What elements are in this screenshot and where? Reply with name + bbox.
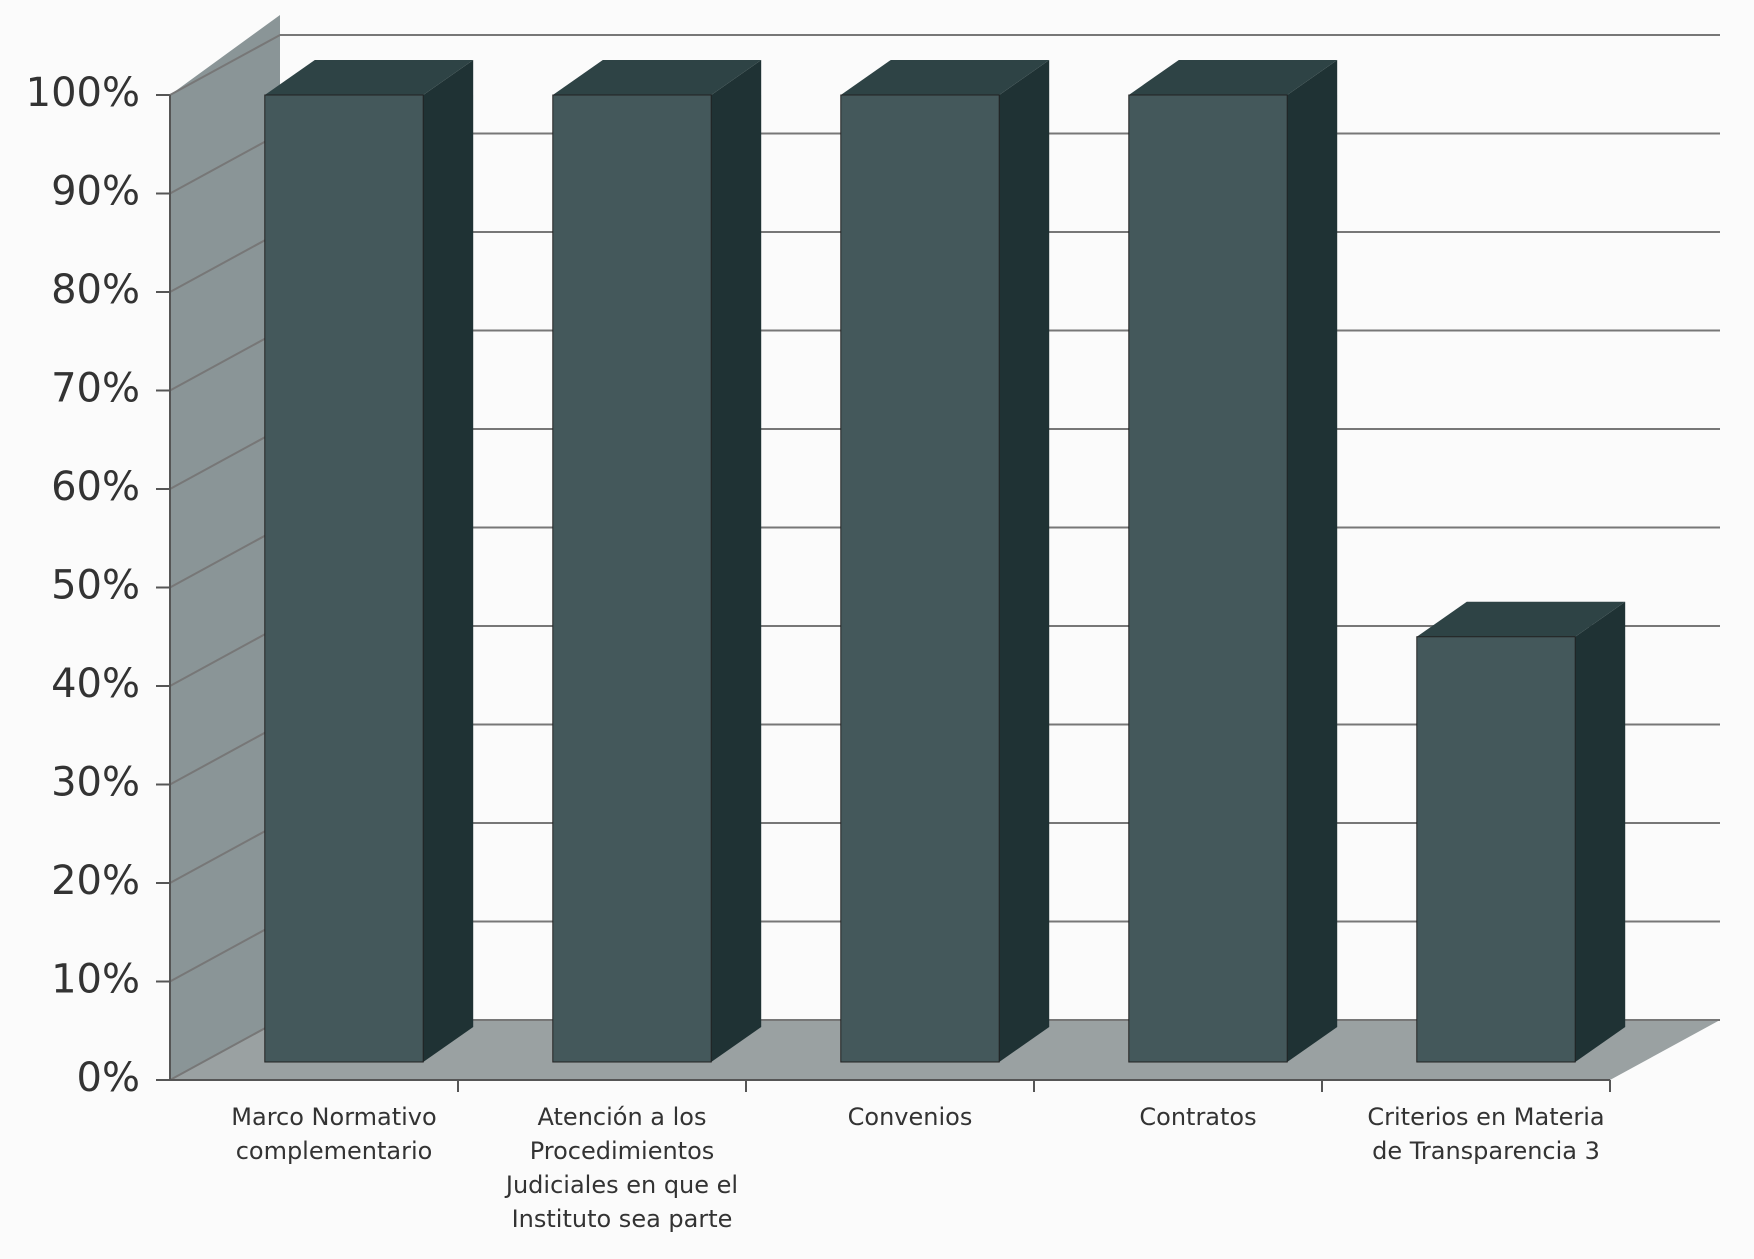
bar: [264, 94, 424, 1063]
x-tick-label: Contratos: [1139, 1103, 1257, 1131]
x-tick-label: Atención a los Procedimientos Judiciales…: [505, 1103, 739, 1233]
y-tick-label: 100%: [26, 70, 140, 116]
y-tick-label: 80%: [51, 267, 140, 313]
bar: [552, 94, 712, 1063]
bar-side: [999, 60, 1050, 1062]
grid-line: [169, 34, 1720, 96]
bar: [840, 94, 1000, 1063]
bar-top: [552, 60, 762, 95]
bar: [1416, 636, 1576, 1063]
bar-side: [423, 60, 474, 1062]
y-tick-label: 40%: [51, 661, 140, 707]
bar-top: [264, 60, 474, 95]
y-tick-label: 50%: [51, 563, 140, 609]
bar-side: [1575, 601, 1626, 1062]
x-tick-label: Marco Normativo complementario: [231, 1103, 437, 1165]
y-tick-label: 10%: [51, 957, 140, 1003]
bar-top: [1416, 601, 1626, 637]
side-wall: [170, 15, 280, 1080]
bar-side: [1287, 60, 1338, 1062]
y-tick-label: 60%: [51, 464, 140, 510]
bar-side: [711, 60, 762, 1062]
y-tick-label: 30%: [51, 760, 140, 806]
y-tick-label: 70%: [51, 366, 140, 412]
x-tick-label: Criterios en Materia de Transparencia 3: [1367, 1103, 1605, 1165]
bar-top: [840, 60, 1050, 95]
y-tick-label: 0%: [77, 1055, 140, 1101]
x-tick-label: Convenios: [847, 1103, 973, 1131]
y-tick-label: 20%: [51, 858, 140, 904]
bar: [1128, 94, 1288, 1063]
y-tick-label: 90%: [51, 169, 140, 215]
bar-top: [1128, 60, 1338, 95]
